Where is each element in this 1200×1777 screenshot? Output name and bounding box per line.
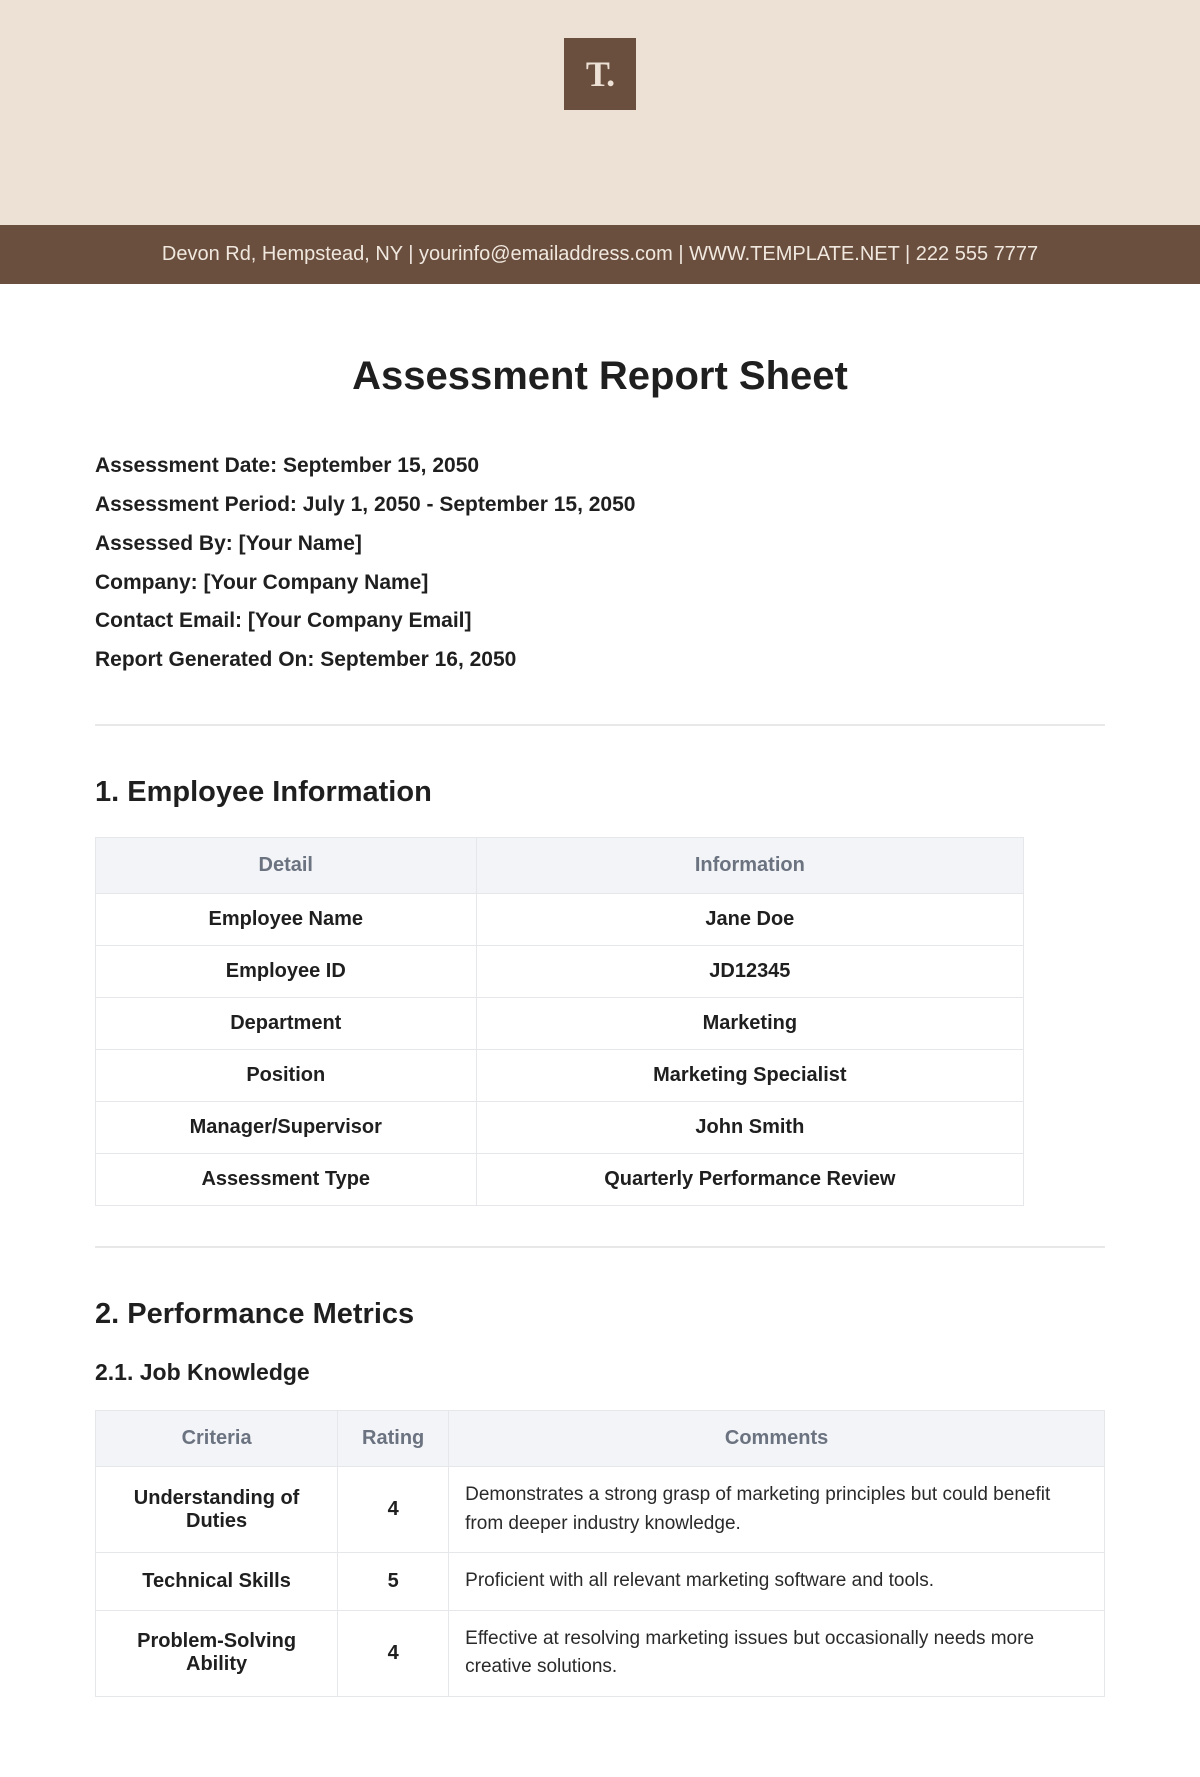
section-2-1-heading: 2.1. Job Knowledge xyxy=(95,1359,1105,1386)
cell-rating: 4 xyxy=(338,1467,449,1553)
col-information: Information xyxy=(476,838,1024,894)
meta-label: Report Generated On: xyxy=(95,648,314,671)
contact-bar: Devon Rd, Hempstead, NY | yourinfo@email… xyxy=(0,225,1200,284)
top-banner: T. xyxy=(0,0,1200,225)
meta-value: [Your Company Name] xyxy=(204,571,429,594)
cell-detail: Assessment Type xyxy=(96,1154,477,1206)
col-detail: Detail xyxy=(96,838,477,894)
divider xyxy=(95,1246,1105,1248)
meta-label: Company: xyxy=(95,571,198,594)
table-row: Problem-Solving Ability 4 Effective at r… xyxy=(96,1610,1105,1696)
meta-list: Assessment Date: September 15, 2050 Asse… xyxy=(95,447,1105,680)
meta-label: Assessed By: xyxy=(95,532,233,555)
cell-info: JD12345 xyxy=(476,946,1024,998)
col-comments: Comments xyxy=(449,1411,1105,1467)
cell-info: Jane Doe xyxy=(476,894,1024,946)
job-knowledge-table: Criteria Rating Comments Understanding o… xyxy=(95,1410,1105,1697)
table-header-row: Detail Information xyxy=(96,838,1024,894)
section-1-heading: 1. Employee Information xyxy=(95,776,1105,809)
divider xyxy=(95,724,1105,726)
cell-comments: Demonstrates a strong grasp of marketing… xyxy=(449,1467,1105,1553)
meta-label: Assessment Date: xyxy=(95,454,277,477)
meta-value: [Your Name] xyxy=(239,532,362,555)
logo-box: T. xyxy=(564,38,636,110)
table-row: Understanding of Duties 4 Demonstrates a… xyxy=(96,1467,1105,1553)
table-row: Position Marketing Specialist xyxy=(96,1050,1024,1102)
meta-company: Company: [Your Company Name] xyxy=(95,564,1105,603)
page-body: Assessment Report Sheet Assessment Date:… xyxy=(0,284,1200,1777)
table-row: Department Marketing xyxy=(96,998,1024,1050)
meta-assessment-period: Assessment Period: July 1, 2050 - Septem… xyxy=(95,486,1105,525)
meta-value: September 16, 2050 xyxy=(320,648,516,671)
table-row: Employee Name Jane Doe xyxy=(96,894,1024,946)
col-rating: Rating xyxy=(338,1411,449,1467)
meta-assessment-date: Assessment Date: September 15, 2050 xyxy=(95,447,1105,486)
cell-info: John Smith xyxy=(476,1102,1024,1154)
cell-criteria: Understanding of Duties xyxy=(96,1467,338,1553)
logo-icon: T. xyxy=(570,44,630,104)
cell-info: Quarterly Performance Review xyxy=(476,1154,1024,1206)
cell-criteria: Problem-Solving Ability xyxy=(96,1610,338,1696)
cell-detail: Department xyxy=(96,998,477,1050)
meta-value: September 15, 2050 xyxy=(283,454,479,477)
employee-info-table: Detail Information Employee Name Jane Do… xyxy=(95,837,1024,1206)
meta-value: July 1, 2050 - September 15, 2050 xyxy=(303,493,636,516)
meta-value: [Your Company Email] xyxy=(248,609,472,632)
table-row: Manager/Supervisor John Smith xyxy=(96,1102,1024,1154)
cell-info: Marketing Specialist xyxy=(476,1050,1024,1102)
cell-rating: 5 xyxy=(338,1553,449,1611)
cell-criteria: Technical Skills xyxy=(96,1553,338,1611)
table-header-row: Criteria Rating Comments xyxy=(96,1411,1105,1467)
meta-assessed-by: Assessed By: [Your Name] xyxy=(95,525,1105,564)
table-row: Employee ID JD12345 xyxy=(96,946,1024,998)
meta-contact-email: Contact Email: [Your Company Email] xyxy=(95,602,1105,641)
cell-detail: Employee ID xyxy=(96,946,477,998)
col-criteria: Criteria xyxy=(96,1411,338,1467)
section-2-heading: 2. Performance Metrics xyxy=(95,1298,1105,1331)
page-title: Assessment Report Sheet xyxy=(95,354,1105,399)
cell-info: Marketing xyxy=(476,998,1024,1050)
table-row: Technical Skills 5 Proficient with all r… xyxy=(96,1553,1105,1611)
table-row: Assessment Type Quarterly Performance Re… xyxy=(96,1154,1024,1206)
cell-rating: 4 xyxy=(338,1610,449,1696)
cell-detail: Manager/Supervisor xyxy=(96,1102,477,1154)
cell-detail: Employee Name xyxy=(96,894,477,946)
meta-label: Assessment Period: xyxy=(95,493,297,516)
cell-detail: Position xyxy=(96,1050,477,1102)
cell-comments: Proficient with all relevant marketing s… xyxy=(449,1553,1105,1611)
meta-label: Contact Email: xyxy=(95,609,242,632)
cell-comments: Effective at resolving marketing issues … xyxy=(449,1610,1105,1696)
meta-generated-on: Report Generated On: September 16, 2050 xyxy=(95,641,1105,680)
